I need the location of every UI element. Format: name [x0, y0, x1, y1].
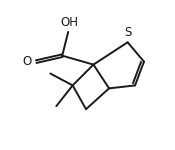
Text: OH: OH [61, 16, 79, 29]
Text: S: S [125, 26, 132, 39]
Text: O: O [23, 55, 32, 68]
